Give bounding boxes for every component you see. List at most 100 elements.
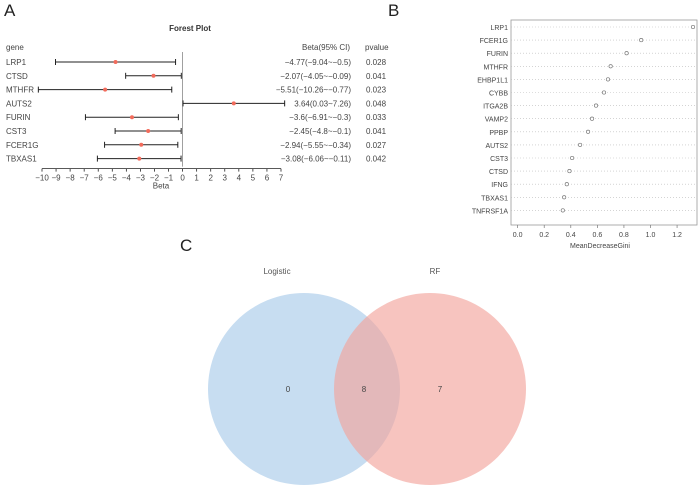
- gini-point: [560, 208, 565, 213]
- venn-circle-rf: [334, 293, 526, 485]
- forest-point: [103, 87, 108, 92]
- gini-point: [567, 169, 572, 174]
- forest-gene-label: AUTS2: [6, 99, 32, 108]
- gini-plot-frame: [510, 19, 698, 226]
- column-header-beta: Beta(95% CI): [302, 43, 350, 52]
- gini-category-label: VAMP2: [485, 117, 508, 124]
- forest-pvalue: 0.041: [366, 72, 387, 81]
- forest-x-tick-label: 1: [194, 174, 199, 183]
- gini-point: [639, 38, 644, 43]
- gini-point: [570, 155, 575, 161]
- forest-point: [146, 129, 151, 133]
- gini-category-label: TBXAS1: [481, 195, 508, 202]
- forest-x-tick-label: −3: [136, 174, 146, 183]
- gini-category-label: FCER1G: [480, 38, 508, 45]
- panel-label-c: C: [180, 236, 193, 255]
- gini-x-tick-label: 0.6: [592, 232, 602, 239]
- forest-x-tick-label: −2: [150, 174, 160, 183]
- gini-category-label: CST3: [490, 156, 508, 163]
- gini-point: [593, 103, 599, 108]
- forest-point: [151, 73, 156, 78]
- forest-point: [129, 115, 134, 120]
- forest-gene-label: LRP1: [6, 58, 27, 67]
- gini-category-label: CYBB: [489, 91, 508, 98]
- gini-category-label: EHBP1L1: [477, 77, 508, 84]
- forest-x-tick-label: 6: [265, 174, 270, 183]
- forest-x-tick-label: −1: [164, 174, 174, 183]
- gini-x-tick-label: 1.2: [672, 232, 682, 239]
- forest-ci-text: −2.94(−5.55~−0.34): [280, 141, 351, 150]
- gini-category-label: ITGA2B: [483, 104, 508, 111]
- gini-category-label: AUTS2: [485, 143, 508, 150]
- forest-pvalue: 0.041: [366, 127, 387, 136]
- forest-gene-label: FURIN: [6, 113, 31, 122]
- forest-pvalue: 0.023: [366, 86, 387, 95]
- forest-x-tick-label: −6: [94, 174, 104, 183]
- forest-point: [137, 156, 142, 161]
- forest-gene-label: MTHFR: [6, 86, 34, 95]
- gini-category-label: MTHFR: [484, 64, 509, 71]
- panel-label-a: A: [4, 1, 16, 20]
- forest-x-tick-label: −9: [51, 174, 61, 183]
- venn-set-label-logistic: Logistic: [263, 267, 290, 276]
- gini-x-tick-label: 1.0: [646, 232, 656, 239]
- forest-ci-text: −5.51(−10.26~−0.77): [276, 86, 352, 95]
- forest-point: [113, 60, 118, 64]
- gini-point: [605, 77, 611, 82]
- forest-pvalue: 0.028: [366, 58, 387, 67]
- gini-category-label: PPBP: [489, 130, 508, 137]
- forest-x-tick-label: −4: [122, 174, 132, 183]
- forest-point: [139, 142, 144, 147]
- forest-x-tick-label: −8: [66, 174, 76, 183]
- gini-category-label: TNFRSF1A: [472, 208, 509, 215]
- gini-point: [601, 90, 607, 95]
- forest-x-tick-label: 5: [251, 174, 256, 183]
- gini-point: [608, 64, 613, 69]
- forest-ci-text: −3.08(−6.06~−0.11): [281, 155, 351, 164]
- forest-pvalue: 0.048: [366, 99, 387, 108]
- forest-ci-text: −4.77(−9.04~−0.5): [285, 58, 352, 67]
- gini-x-tick-label: 0.8: [619, 232, 629, 239]
- forest-x-tick-label: 3: [223, 174, 228, 183]
- forest-x-tick-label: 2: [208, 174, 213, 183]
- forest-pvalue: 0.027: [366, 141, 387, 150]
- forest-x-axis-label: Beta: [153, 182, 170, 191]
- forest-point: [231, 101, 236, 106]
- gini-x-tick-label: 0.4: [566, 232, 576, 239]
- forest-ci-text: 3.64(0.03~7.26): [294, 99, 351, 108]
- gini-point: [564, 182, 569, 187]
- column-header-pvalue: pvalue: [365, 43, 389, 52]
- gini-x-tick-label: 0.2: [539, 232, 549, 239]
- forest-gene-label: CST3: [6, 127, 27, 136]
- forest-title: Forest Plot: [169, 24, 211, 33]
- forest-x-tick-label: 7: [279, 174, 284, 183]
- forest-ci-text: −3.6(−6.91~−0.3): [289, 113, 351, 122]
- forest-pvalue: 0.042: [366, 155, 387, 164]
- gini-x-tick-label: 0.0: [513, 232, 523, 239]
- gini-category-label: LRP1: [490, 25, 508, 32]
- forest-gene-label: TBXAS1: [6, 155, 37, 164]
- gini-x-axis-label: MeanDecreaseGini: [570, 243, 630, 250]
- forest-pvalue: 0.033: [366, 113, 387, 122]
- forest-x-tick-label: 0: [180, 174, 185, 183]
- venn-count-rf-only: 7: [438, 385, 443, 394]
- venn-count-logistic-only: 0: [286, 385, 291, 394]
- column-header-gene: gene: [6, 43, 24, 52]
- forest-x-tick-label: −5: [108, 174, 118, 183]
- venn-set-label-rf: RF: [430, 267, 441, 276]
- forest-ci-text: −2.07(−4.05~−0.09): [280, 72, 351, 81]
- gini-category-label: IFNG: [491, 182, 508, 189]
- forest-x-tick-label: 4: [237, 174, 242, 183]
- gini-point: [578, 142, 583, 147]
- forest-gene-label: FCER1G: [6, 141, 38, 150]
- venn-count-intersection: 8: [362, 385, 367, 394]
- gini-point: [589, 116, 595, 121]
- gini-point: [690, 24, 696, 30]
- gini-point: [624, 51, 629, 56]
- panel-label-b: B: [388, 1, 400, 20]
- forest-x-tick-label: −10: [35, 174, 49, 183]
- gini-point: [562, 195, 567, 200]
